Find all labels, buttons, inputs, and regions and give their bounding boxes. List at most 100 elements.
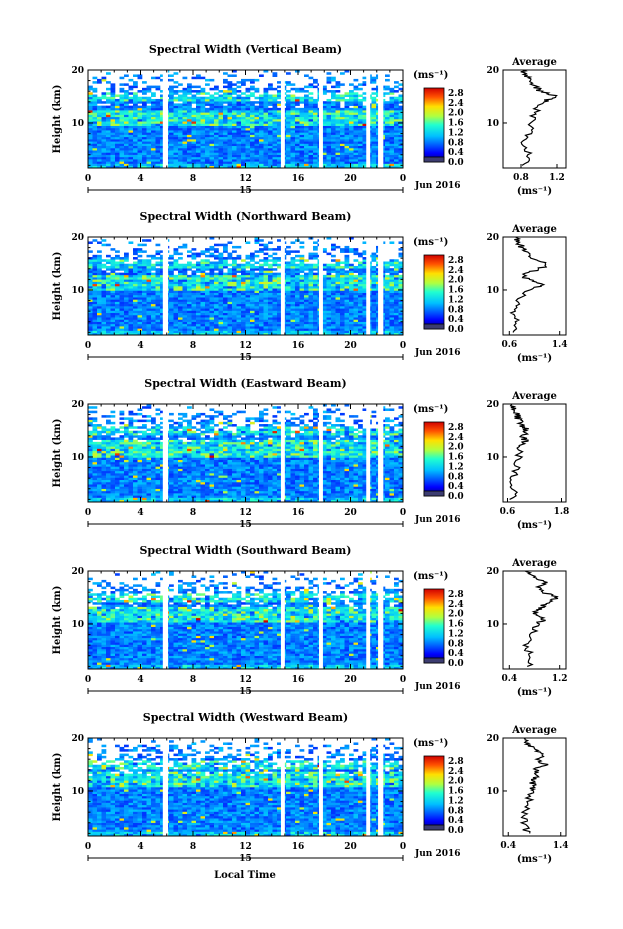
colorbar-tick-label: 2.8 bbox=[448, 757, 464, 767]
average-title: Average bbox=[511, 391, 557, 402]
data-gap bbox=[319, 237, 323, 335]
panel-3: Spectral Width (Eastward Beam) 20 10 0 4 8 12 1… bbox=[52, 377, 569, 531]
data-gap bbox=[162, 70, 169, 168]
colorbar-tick-label: 2.8 bbox=[448, 423, 464, 433]
heatmap-cells bbox=[88, 404, 404, 503]
x-tick-label: 0 bbox=[400, 842, 406, 852]
data-gap bbox=[280, 404, 285, 502]
date-label: Jun 2016 bbox=[414, 515, 461, 525]
average-title: Average bbox=[511, 725, 557, 736]
colorbar-tick-label: 2.8 bbox=[448, 256, 464, 266]
colorbar-tick-label: 0.4 bbox=[448, 482, 464, 492]
average-frame bbox=[502, 69, 567, 169]
x-tick-label: 16 bbox=[292, 842, 305, 852]
average-y-tick-label: 10 bbox=[486, 620, 499, 630]
colorbar-unit: (ms⁻¹) bbox=[413, 70, 448, 81]
x-tick-label: 8 bbox=[190, 341, 196, 351]
y-axis-label: Height (km) bbox=[52, 753, 63, 822]
average-frame bbox=[502, 570, 567, 670]
average-y-tick-label: 20 bbox=[486, 734, 499, 744]
y-tick-label: 20 bbox=[71, 233, 84, 243]
colorbar-tick-label: 2.4 bbox=[448, 600, 464, 610]
y-tick-label: 20 bbox=[71, 567, 84, 577]
average-profile-line bbox=[520, 69, 558, 166]
x-tick-label: 0 bbox=[85, 842, 91, 852]
y-axis-label: Height (km) bbox=[52, 419, 63, 488]
colorbar-tick-label: 1.2 bbox=[448, 462, 464, 472]
panel-title: Spectral Width (Southward Beam) bbox=[139, 544, 351, 557]
x-tick-label: 4 bbox=[137, 341, 143, 351]
x-tick-label: 12 bbox=[239, 675, 252, 685]
x-tick-label: 8 bbox=[190, 842, 196, 852]
y-axis-label: Height (km) bbox=[52, 252, 63, 321]
average-y-tick-label: 10 bbox=[486, 787, 499, 797]
y-tick-label: 20 bbox=[71, 66, 84, 76]
average-profile-line bbox=[509, 403, 530, 500]
x-tick-label: 12 bbox=[239, 341, 252, 351]
x-tick-label: 0 bbox=[85, 675, 91, 685]
y-axis-label: Height (km) bbox=[52, 586, 63, 655]
panel-title: Spectral Width (Vertical Beam) bbox=[149, 43, 342, 56]
x-tick-label: 16 bbox=[292, 174, 305, 184]
colorbar-tick-label: 2.4 bbox=[448, 767, 464, 777]
average-title: Average bbox=[511, 558, 557, 569]
average-y-tick-label: 10 bbox=[486, 453, 499, 463]
panel-4: Spectral Width (Southward Beam) 20 10 0 4 8 12… bbox=[52, 544, 568, 698]
average-y-tick-label: 10 bbox=[486, 119, 499, 129]
y-tick-label: 10 bbox=[71, 620, 84, 630]
y-tick-label: 20 bbox=[71, 400, 84, 410]
colorbar-tick-label: 1.6 bbox=[448, 620, 464, 630]
data-gap bbox=[378, 571, 384, 669]
x-tick-label: 0 bbox=[85, 341, 91, 351]
average-x-tick-label: 1.4 bbox=[553, 841, 569, 851]
data-gap bbox=[378, 738, 384, 836]
colorbar-tick-label: 1.2 bbox=[448, 128, 464, 138]
average-x-tick-label: 0.6 bbox=[500, 507, 516, 517]
average-y-tick-label: 10 bbox=[486, 286, 499, 296]
x-tick-label: 8 bbox=[190, 675, 196, 685]
colorbar-tick-label: 2.8 bbox=[448, 590, 464, 600]
panel-2: Spectral Width (Northward Beam) 20 10 0 4 8 12… bbox=[52, 210, 568, 364]
data-gap bbox=[319, 70, 323, 168]
colorbar-unit: (ms⁻¹) bbox=[413, 404, 448, 415]
date-label: Jun 2016 bbox=[414, 181, 461, 191]
colorbar bbox=[423, 588, 445, 664]
bottom-xlabel: Local Time bbox=[214, 870, 276, 881]
average-title: Average bbox=[511, 224, 557, 235]
x-tick-label: 12 bbox=[239, 174, 252, 184]
colorbar-tick-label: 0.0 bbox=[448, 325, 464, 335]
colorbar-tick-label: 2.4 bbox=[448, 99, 464, 109]
x-tick-label: 8 bbox=[190, 508, 196, 518]
colorbar-tick-label: 0.8 bbox=[448, 806, 464, 816]
colorbar-tick-label: 2.0 bbox=[448, 610, 464, 620]
average-x-unit: (ms⁻¹) bbox=[517, 353, 552, 364]
colorbar bbox=[423, 755, 445, 831]
colorbar-unit: (ms⁻¹) bbox=[413, 571, 448, 582]
colorbar-tick-label: 0.8 bbox=[448, 472, 464, 482]
panel-5: Spectral Width (Westward Beam) 20 10 0 4 8 12 1… bbox=[52, 711, 569, 865]
x-tick-label: 16 bbox=[292, 508, 305, 518]
day-label: 15 bbox=[239, 854, 252, 864]
y-axis-label: Height (km) bbox=[52, 85, 63, 154]
average-frame bbox=[502, 236, 567, 336]
colorbar-tick-label: 1.6 bbox=[448, 787, 464, 797]
colorbar-tick-label: 2.8 bbox=[448, 89, 464, 99]
panel-title: Spectral Width (Westward Beam) bbox=[143, 711, 348, 724]
heatmap-cells bbox=[88, 738, 404, 837]
colorbar-tick-label: 2.0 bbox=[448, 109, 464, 119]
data-gap bbox=[280, 70, 285, 168]
day-label: 15 bbox=[239, 353, 252, 363]
colorbar-tick-label: 1.2 bbox=[448, 295, 464, 305]
average-x-tick-label: 0.4 bbox=[500, 841, 516, 851]
heatmap-cells bbox=[88, 571, 404, 670]
average-x-tick-label: 1.4 bbox=[552, 340, 568, 350]
x-tick-label: 0 bbox=[85, 174, 91, 184]
colorbar-tick-label: 2.4 bbox=[448, 433, 464, 443]
x-tick-label: 4 bbox=[137, 675, 143, 685]
data-gap bbox=[162, 738, 169, 836]
colorbar-tick-label: 0.0 bbox=[448, 158, 464, 168]
y-tick-label: 10 bbox=[71, 119, 84, 129]
y-tick-label: 20 bbox=[71, 734, 84, 744]
x-tick-label: 0 bbox=[400, 675, 406, 685]
data-gap bbox=[366, 237, 371, 335]
